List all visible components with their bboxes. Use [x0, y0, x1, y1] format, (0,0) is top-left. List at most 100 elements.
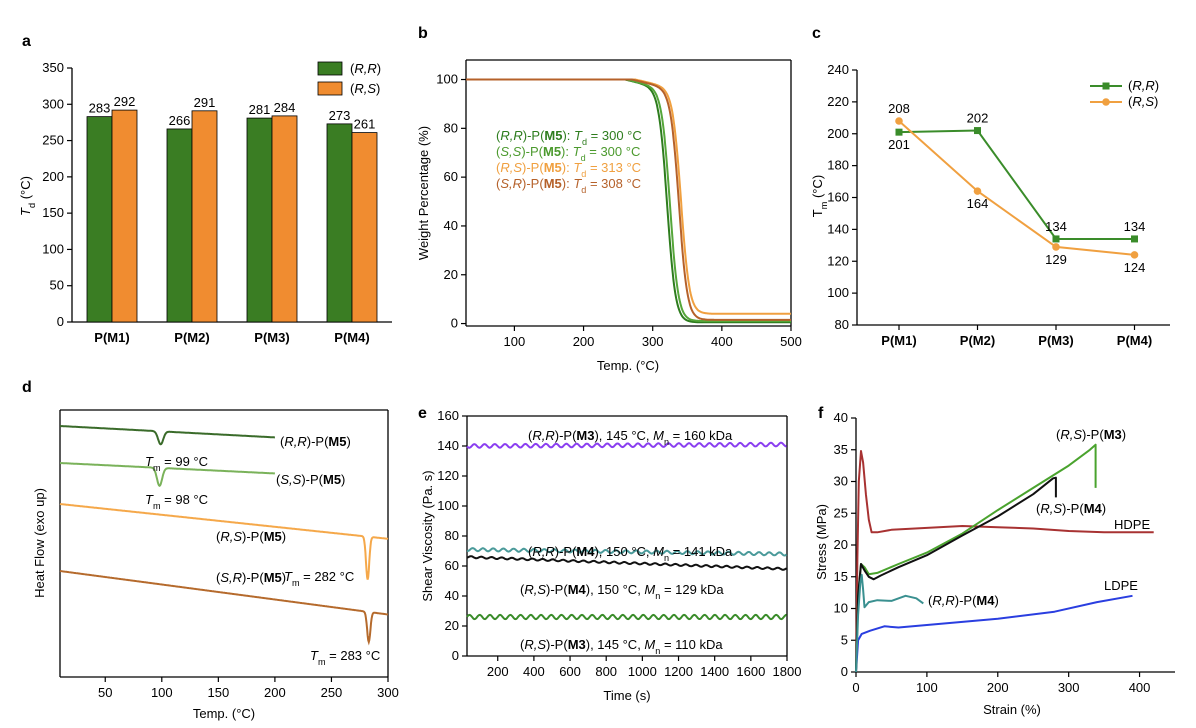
x-tick-label: 100 [504, 334, 526, 349]
x-tick-label: 1800 [773, 664, 802, 679]
legend-marker [1102, 82, 1110, 90]
x-tick-label: 400 [1129, 680, 1151, 695]
y-tick-label: 120 [827, 253, 849, 268]
bar-value-label: 261 [354, 117, 376, 132]
panel-letter: b [418, 25, 428, 42]
y-tick-label: 0 [57, 314, 64, 329]
category-label: P(M4) [334, 330, 369, 345]
y-tick-label: 200 [42, 169, 64, 184]
legend-label: (R,S)-P(M5): Td = 313 °C [496, 160, 641, 179]
data-point [895, 117, 903, 125]
data-point [1052, 235, 1060, 243]
y-tick-label: 0 [841, 664, 848, 679]
series-line [898, 129, 1135, 240]
data-point [895, 128, 903, 136]
x-tick-label: 1000 [628, 664, 657, 679]
dsc-curve [59, 570, 389, 646]
dsc-curve [60, 425, 275, 446]
y-tick-label: 25 [834, 505, 848, 520]
y-tick-label: 160 [437, 408, 459, 423]
panel-letter: f [818, 405, 824, 422]
bar-value-label: 291 [194, 95, 216, 110]
legend-swatch [317, 81, 343, 96]
data-label: 202 [967, 111, 989, 126]
y-tick-label: 120 [437, 468, 459, 483]
y-tick-label: 40 [444, 218, 458, 233]
curve-annotation: (R,S)-P(M4) [1036, 501, 1106, 516]
y-tick-label: 100 [827, 285, 849, 300]
legend-swatch [317, 61, 343, 76]
tga-curve [466, 78, 791, 315]
curve-annotation: Tm = 98 °C [145, 492, 208, 511]
y-tick-label: 180 [827, 158, 849, 173]
bar-value-label: 281 [249, 102, 271, 117]
y-tick-label: 20 [444, 267, 458, 282]
x-tick-label: 500 [780, 334, 802, 349]
stress-strain-curve [855, 450, 1154, 673]
data-point [974, 127, 981, 135]
y-tick-label: 300 [42, 96, 64, 111]
tga-curve [466, 78, 791, 321]
category-label: P(M2) [960, 333, 995, 348]
data-label: 164 [967, 196, 989, 211]
curve-annotation: (R,R)-P(M4), 150 °C, Mn = 141 kDa [528, 544, 733, 563]
y-tick-label: 5 [841, 632, 848, 647]
bar-value-label: 292 [114, 94, 136, 109]
x-tick-label: 200 [487, 664, 509, 679]
category-label: P(M2) [174, 330, 209, 345]
y-tick-label: 20 [445, 618, 459, 633]
bar [271, 115, 298, 323]
bar-value-label: 284 [274, 100, 296, 115]
y-tick-label: 80 [835, 317, 849, 332]
y-tick-label: 250 [42, 133, 64, 148]
y-tick-label: 160 [827, 190, 849, 205]
y-tick-label: 140 [437, 438, 459, 453]
data-label: 201 [888, 137, 910, 152]
bar [351, 132, 378, 323]
curve-annotation: (R,S)-P(M3) [1056, 427, 1126, 442]
dsc-curve [60, 462, 275, 488]
series-line [898, 120, 1135, 256]
y-tick-label: 50 [50, 278, 64, 293]
x-tick-label: 50 [98, 685, 112, 700]
x-axis-title: Temp. (°C) [193, 706, 255, 721]
x-tick-label: 200 [573, 334, 595, 349]
legend-label: (R,S) [350, 81, 380, 96]
panel-b: 0 20 40 60 80 100 100 200 300 400 500 Temp. (°C) Wei… [416, 59, 802, 373]
curve-annotation: Tm = 283 °C [310, 648, 380, 667]
curve-annotation: (R,R)-P(M5) [280, 434, 351, 449]
y-tick-label: 20 [834, 537, 848, 552]
x-tick-label: 300 [1058, 680, 1080, 695]
bar-value-label: 273 [329, 108, 351, 123]
y-axis-title: Tm (°C) [810, 175, 829, 217]
stress-strain-curve [855, 443, 1097, 673]
y-tick-label: 80 [445, 528, 459, 543]
bar [326, 123, 353, 323]
data-label: 129 [1045, 252, 1067, 267]
y-tick-label: 350 [42, 60, 64, 75]
x-tick-label: 600 [559, 664, 581, 679]
y-axis-title: Shear Viscosity (Pa. s) [420, 470, 435, 601]
data-label: 134 [1045, 219, 1067, 234]
x-tick-label: 250 [321, 685, 343, 700]
category-label: P(M1) [881, 333, 916, 348]
panel-d: 50 100 150 200 250 300 Temp. (°C) Heat Flow (ex… [32, 409, 399, 721]
curve-annotation: LDPE [1104, 578, 1138, 593]
y-tick-label: 35 [834, 442, 848, 457]
x-tick-label: 100 [151, 685, 173, 700]
y-tick-label: 220 [827, 94, 849, 109]
y-tick-label: 100 [436, 72, 458, 87]
category-label: P(M3) [254, 330, 289, 345]
curve-annotation: Tm = 282 °C [284, 569, 354, 588]
y-tick-label: 60 [445, 558, 459, 573]
data-label: 208 [888, 101, 910, 116]
x-axis-title: Time (s) [603, 688, 650, 703]
curve-annotation: (S,S)-P(M5) [276, 472, 345, 487]
panel-c: 80 100 120 140 160 180 200 220 240 Tm (°C) P(M1) P(… [810, 62, 1170, 348]
x-tick-label: 300 [377, 685, 399, 700]
x-axis-title: Temp. (°C) [597, 358, 659, 373]
x-tick-label: 0 [852, 680, 859, 695]
y-tick-label: 80 [444, 120, 458, 135]
y-tick-label: 60 [444, 169, 458, 184]
legend-label: (R,R) [1128, 78, 1159, 93]
